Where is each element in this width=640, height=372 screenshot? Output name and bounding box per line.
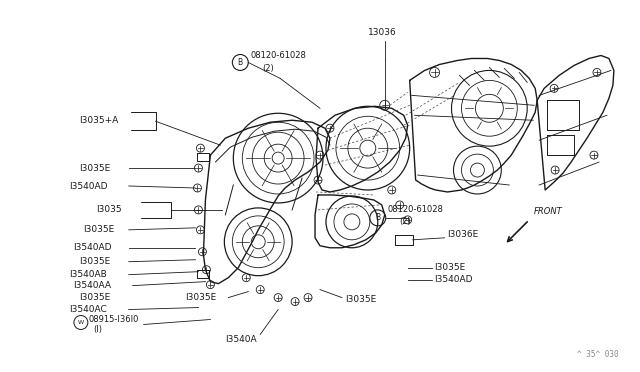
Text: I3540AC: I3540AC — [69, 305, 107, 314]
Text: (2): (2) — [400, 217, 412, 227]
Text: 13036: 13036 — [368, 28, 397, 37]
Text: I3035E: I3035E — [83, 225, 114, 234]
Text: FRONT: FRONT — [534, 208, 563, 217]
Text: I3540AB: I3540AB — [69, 270, 107, 279]
Text: 08120-61028: 08120-61028 — [388, 205, 444, 214]
Text: I3540AA: I3540AA — [73, 281, 111, 290]
Text: (I): (I) — [93, 325, 102, 334]
Text: I3035E: I3035E — [345, 295, 376, 304]
Text: I3035E: I3035E — [79, 257, 110, 266]
Text: I3035E: I3035E — [186, 293, 217, 302]
Text: B: B — [375, 214, 380, 222]
Text: 08120-61028: 08120-61028 — [250, 51, 306, 60]
Text: I3540AD: I3540AD — [69, 182, 108, 190]
Text: 08915-I36I0: 08915-I36I0 — [89, 315, 140, 324]
Text: I3035E: I3035E — [435, 263, 466, 272]
Text: I3035E: I3035E — [79, 293, 110, 302]
Text: I3540AD: I3540AD — [435, 275, 473, 284]
Text: W: W — [78, 320, 84, 325]
Text: (2): (2) — [262, 64, 274, 73]
Text: I3540A: I3540A — [225, 335, 257, 344]
Text: B: B — [237, 58, 243, 67]
Text: ^ 35^ 030: ^ 35^ 030 — [577, 350, 619, 359]
Text: I3035E: I3035E — [79, 164, 110, 173]
Text: I3035+A: I3035+A — [79, 116, 118, 125]
Text: I3036E: I3036E — [447, 230, 479, 239]
Text: I3035: I3035 — [96, 205, 122, 214]
Text: I3540AD: I3540AD — [73, 243, 111, 252]
